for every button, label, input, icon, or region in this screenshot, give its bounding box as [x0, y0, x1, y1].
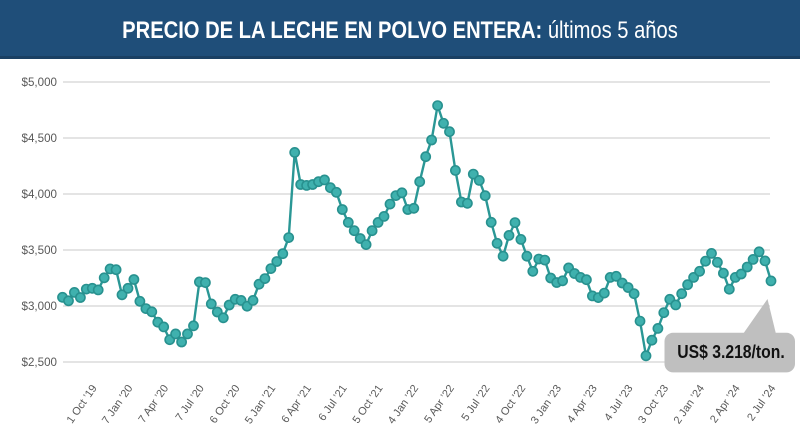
- svg-text:3 Jan ’23: 3 Jan ’23: [529, 383, 564, 426]
- svg-text:5 Jul ’22: 5 Jul ’22: [459, 383, 492, 423]
- svg-text:7 Apr ’20: 7 Apr ’20: [136, 383, 171, 425]
- svg-text:4 Jan ’22: 4 Jan ’22: [386, 383, 421, 426]
- svg-text:7 Jan ’20: 7 Jan ’20: [100, 383, 135, 426]
- svg-text:4 Jul ’23: 4 Jul ’23: [602, 383, 635, 423]
- svg-text:4 Apr ’23: 4 Apr ’23: [565, 383, 600, 425]
- svg-text:6 Oct ’20: 6 Oct ’20: [208, 383, 243, 426]
- svg-text:$3,000: $3,000: [22, 300, 57, 313]
- svg-text:$5,000: $5,000: [22, 76, 57, 89]
- svg-text:2 Jan ’24: 2 Jan ’24: [672, 383, 707, 426]
- svg-text:4 Oct ’22: 4 Oct ’22: [493, 383, 528, 426]
- svg-text:1 Oct ’19: 1 Oct ’19: [65, 383, 100, 426]
- svg-text:$3,500: $3,500: [22, 244, 57, 257]
- svg-text:2 Apr ’24: 2 Apr ’24: [708, 383, 743, 425]
- svg-text:6 Apr ’21: 6 Apr ’21: [279, 383, 314, 425]
- svg-text:5 Jan ’21: 5 Jan ’21: [243, 383, 278, 426]
- svg-text:6 Jul ’21: 6 Jul ’21: [316, 383, 349, 423]
- svg-text:5 Apr ’22: 5 Apr ’22: [422, 383, 457, 425]
- svg-text:7 Jul ’20: 7 Jul ’20: [174, 383, 207, 423]
- svg-text:2 Jul ’24: 2 Jul ’24: [745, 383, 778, 423]
- svg-text:US$ 3.218/ton.: US$ 3.218/ton.: [677, 342, 784, 362]
- svg-text:$4,000: $4,000: [22, 188, 57, 201]
- svg-text:$4,500: $4,500: [22, 132, 57, 145]
- svg-text:5 Oct ’21: 5 Oct ’21: [350, 383, 385, 426]
- svg-text:$2,500: $2,500: [22, 356, 57, 369]
- svg-text:3 Oct ’23: 3 Oct ’23: [636, 383, 671, 426]
